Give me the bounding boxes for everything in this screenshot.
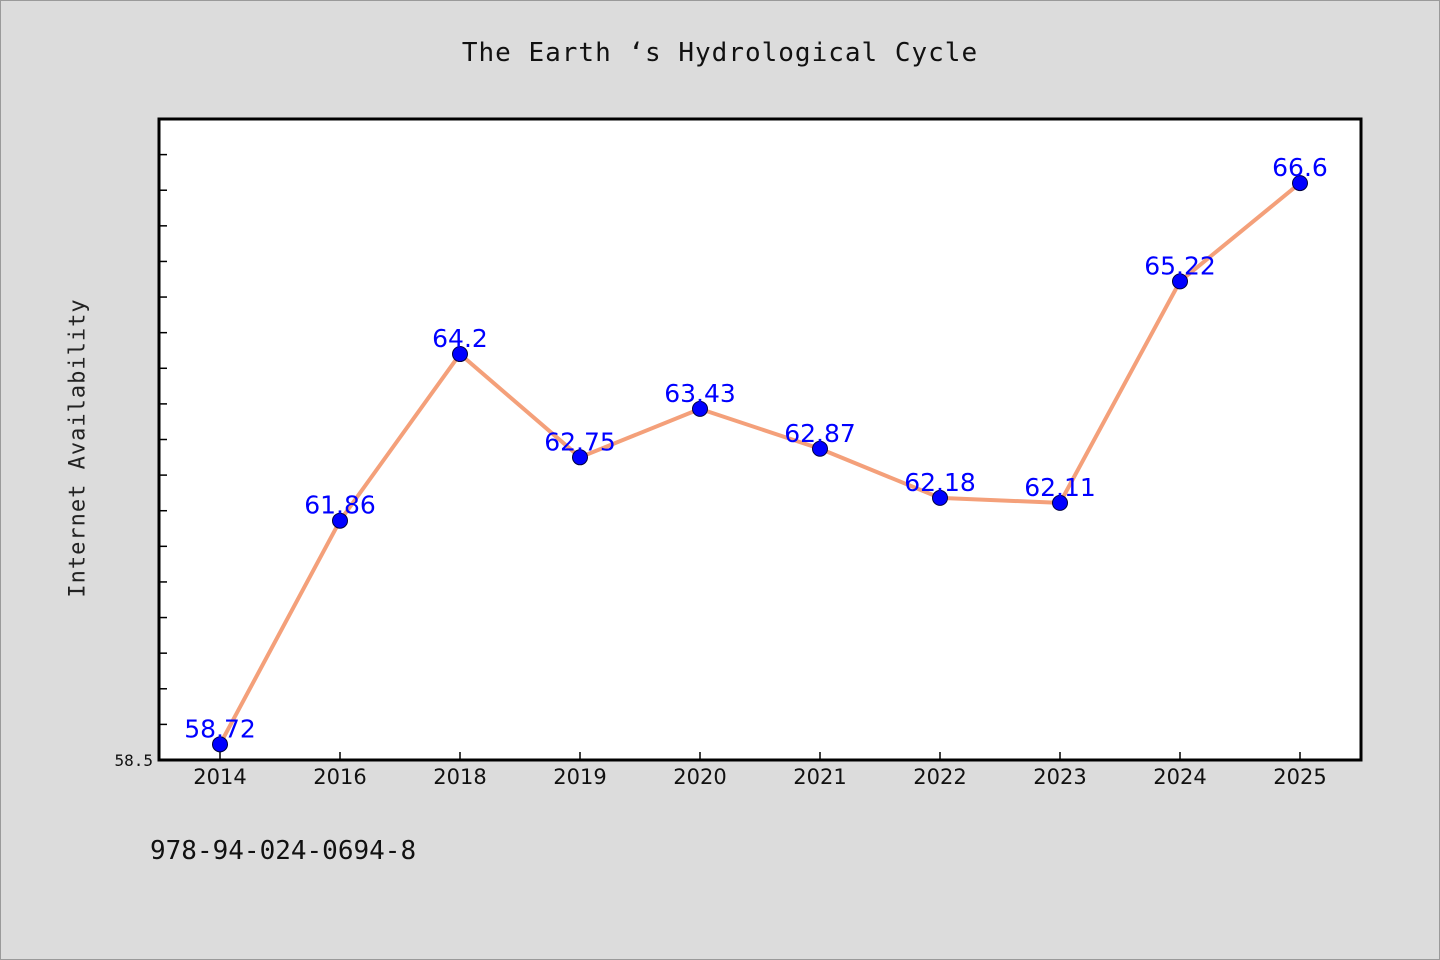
series-line: [218, 181, 1302, 746]
chart-title: The Earth ‘s Hydrological Cycle: [461, 38, 979, 68]
data-point: [812, 440, 828, 457]
isbn-text: 978-94-024-0694-8: [150, 836, 417, 866]
data-point: [692, 400, 708, 417]
x-tick-label: 2018: [433, 765, 486, 789]
data-point: [452, 346, 468, 363]
data-label: 63.43: [664, 379, 736, 408]
x-tick-label: 2020: [673, 765, 726, 789]
x-axis-ticks: 2014 2016 2018 2019 2020 2021 2022 2023 2024 2025: [193, 752, 1327, 789]
series-line-group: [218, 181, 1302, 746]
x-tick-label: 2021: [793, 765, 846, 789]
data-point: [1172, 273, 1188, 290]
plot-area: [157, 117, 1363, 762]
data-label: 62.18: [904, 468, 976, 497]
x-tick-label: 2016: [313, 765, 366, 789]
data-label: 62.87: [784, 419, 856, 448]
data-label: 65.22: [1144, 251, 1216, 280]
data-label: 58.72: [184, 714, 256, 743]
x-tick-label: 2014: [193, 765, 246, 789]
data-point: [932, 489, 948, 506]
data-label: 62.11: [1024, 473, 1096, 502]
data-markers: [212, 175, 1308, 753]
data-label: 64.2: [432, 324, 488, 353]
y-axis-ticks: 58.5: [114, 118, 167, 770]
data-labels: 58.72 61.86 64.2 62.75 63.43 62.87 62.18 62.11 6…: [184, 153, 1328, 743]
x-tick-label: 2022: [913, 765, 966, 789]
data-label: 62.75: [544, 427, 616, 456]
y-tick-label: 58.5: [114, 751, 153, 770]
x-tick-label: 2025: [1273, 765, 1326, 789]
x-tick-label: 2024: [1153, 765, 1206, 789]
data-point: [572, 449, 588, 466]
x-tick-label: 2019: [553, 765, 606, 789]
data-point: [1052, 494, 1068, 511]
data-point: [212, 736, 228, 753]
data-label: 61.86: [304, 491, 376, 520]
data-label: 66.6: [1272, 153, 1328, 182]
data-point: [1292, 175, 1308, 192]
x-tick-label: 2023: [1033, 765, 1086, 789]
data-point: [332, 512, 348, 529]
